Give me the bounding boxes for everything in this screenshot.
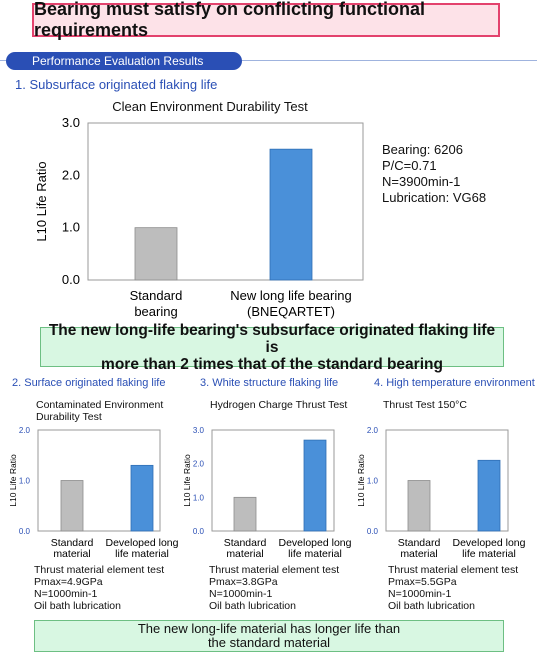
bar [233,496,257,532]
y-tick-label: 2.0 [367,426,379,435]
section1-heading: 1. Subsurface originated flaking life [15,77,218,92]
callout-line: The new long-life bearing's subsurface o… [48,321,496,356]
x-category-label: Developed long life material [279,537,352,560]
note-line: Thrust material element test [34,564,165,576]
chart-2: 0.0 1.0 2.0 L10 Life Ratio Standard material D… [8,426,179,560]
note-line: Oil bath lubrication [209,600,296,612]
y-tick-label: 0.0 [19,527,31,536]
note-line: Oil bath lubrication [388,600,475,612]
spec-lubrication: Lubrication: VG68 [382,190,487,205]
bar [407,480,431,532]
x-category-label-line: bearing [134,304,177,319]
chart4-title-line: Thrust Test 150°C [383,399,467,411]
section3-heading: 3. White structure flaking life [200,377,339,389]
note-line: N=1000min-1 [34,588,98,600]
x-category-label-line: life material [288,548,342,560]
y-tick-label: 1.0 [62,220,80,235]
test-conditions: Bearing: 6206 P/C=0.71 N=3900min-1 Lubri… [382,142,486,206]
chart2-title-line: Durability Test [36,411,102,423]
chart3-title-line: Hydrogen Charge Thrust Test [210,399,348,411]
x-category-label: Standard bearing [130,288,183,319]
chart3-notes: Thrust material element test Pmax=3.8GPa… [209,564,339,612]
result-callout: The new long-life bearing's subsurface o… [40,322,504,373]
bar [134,227,178,281]
summary-callout: The new long-life material has longer li… [34,620,504,652]
bar [60,480,84,532]
x-category-label-line: Standard [130,288,183,303]
chart2-title: Contaminated Environment Durability Test [36,399,163,423]
main-chart-title: Clean Environment Durability Test [112,99,308,114]
y-tick-label: 2.0 [193,460,205,469]
x-category-label-line: Standard [224,537,267,549]
x-category-label-line: Standard [51,537,94,549]
section4-heading: 4. High temperature environment fl [374,377,537,389]
chart4-notes: Thrust material element test Pmax=5.5GPa… [388,564,518,612]
note-line: N=1000min-1 [209,588,273,600]
x-category-label-line: New long life bearing [230,288,351,303]
note-line: N=1000min-1 [388,588,452,600]
chart-1: 0.0 1.0 2.0 3.0 L10 Life Ratio Standard bearin… [34,115,364,319]
x-category-label: Standard material [224,537,267,560]
section-pill: Performance Evaluation Results [6,52,242,70]
x-category-label-line: Developed long [453,537,526,549]
x-category-label-line: Standard [398,537,441,549]
plot-area [87,122,364,281]
y-axis-title: L10 Life Ratio [182,454,192,507]
y-tick-label: 3.0 [62,115,80,130]
spec-bearing: Bearing: 6206 [382,142,463,157]
headline-banner: Bearing must satisfy on conflicting func… [32,0,500,40]
note-line: Oil bath lubrication [34,600,121,612]
y-tick-label: 3.0 [193,426,205,435]
x-category-label-line: life material [462,548,516,560]
y-tick-label: 1.0 [193,493,205,502]
x-category-label: New long life bearing (BNEQARTET) [230,288,351,319]
y-tick-label: 0.0 [367,527,379,536]
y-tick-label: 0.0 [62,272,80,287]
y-tick-label: 0.0 [193,527,205,536]
x-category-label-line: material [400,548,437,560]
x-category-label-line: (BNEQARTET) [247,304,335,319]
bar [130,464,154,532]
chart-3: 0.0 1.0 2.0 3.0 L10 Life Ratio Standard materi… [182,426,352,560]
x-category-label-line: material [53,548,90,560]
note-line: Thrust material element test [388,564,519,576]
note-line: Pmax=4.9GPa [34,576,103,588]
bar [303,439,327,532]
y-tick-label: 1.0 [367,477,379,486]
note-line: Pmax=3.8GPa [209,576,278,588]
spec-load: P/C=0.71 [382,158,437,173]
bar [477,459,501,532]
y-tick-label: 2.0 [62,167,80,182]
note-line: Thrust material element test [209,564,340,576]
x-category-label: Developed long life material [453,537,526,560]
chart3-title: Hydrogen Charge Thrust Test [210,399,347,411]
x-category-label-line: material [226,548,263,560]
chart2-title-line: Contaminated Environment [36,399,164,411]
summary-line: the standard material [207,635,331,650]
x-category-label-line: Developed long [106,537,179,549]
chart-4: 0.0 1.0 2.0 L10 Life Ratio Standard material D… [356,426,526,560]
y-axis-title: L10 Life Ratio [356,454,366,507]
y-axis-title: L10 Life Ratio [8,454,18,507]
chart2-notes: Thrust material element test Pmax=4.9GPa… [34,564,164,612]
callout-line: more than 2 times that of the standard b… [101,355,443,373]
section2-heading: 2. Surface originated flaking life [12,377,166,389]
y-tick-label: 1.0 [19,477,31,486]
chart4-title: Thrust Test 150°C [383,399,467,411]
x-category-label: Standard material [51,537,94,560]
x-category-label-line: life material [115,548,169,560]
y-axis-title: L10 Life Ratio [34,161,49,241]
x-category-label-line: Developed long [279,537,352,549]
summary-line: The new long-life material has longer li… [137,621,401,636]
spec-speed: N=3900min-1 [382,174,461,189]
bar [269,148,313,281]
note-line: Pmax=5.5GPa [388,576,457,588]
y-tick-label: 2.0 [19,426,31,435]
x-category-label: Standard material [398,537,441,560]
x-category-label: Developed long life material [106,537,179,560]
section-rule [0,60,537,61]
